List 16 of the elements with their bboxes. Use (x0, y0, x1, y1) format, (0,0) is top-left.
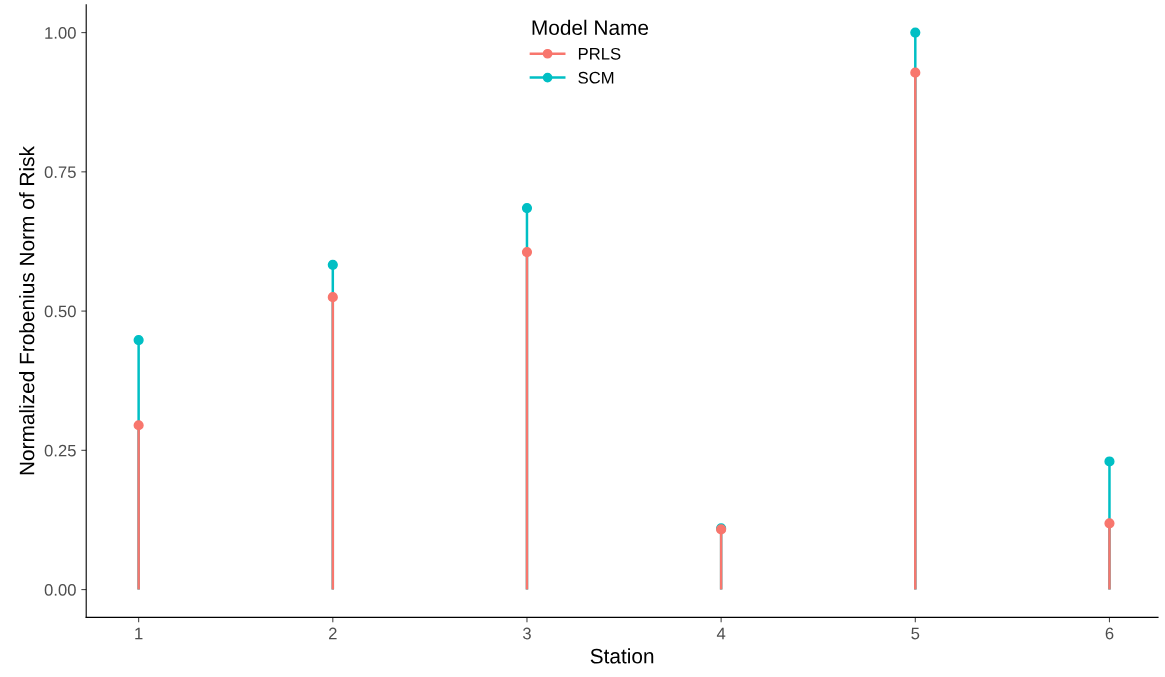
legend-title: Model Name (532, 19, 649, 36)
x-tick-label: 1 (135, 627, 143, 640)
x-tick-label: 4 (716, 627, 726, 640)
x-tick-label: 3 (522, 627, 531, 640)
y-tick-label: 0.25 (44, 444, 76, 457)
y-tick-label: 0.00 (44, 583, 76, 596)
legend-label: PRLS (578, 47, 621, 60)
x-tick-label: 6 (1105, 627, 1114, 640)
x-tick-label: 5 (911, 627, 920, 640)
x-axis-title: Station (590, 648, 654, 664)
y-tick-label: 0.50 (44, 305, 76, 318)
y-tick-label: 1.00 (45, 26, 76, 39)
x-tick-label: 2 (329, 627, 337, 640)
y-tick-label: 0.75 (44, 166, 76, 179)
y-axis-title: Normalized Frobenius Norm of Risk (19, 146, 35, 475)
legend-label: SCM (578, 71, 614, 84)
